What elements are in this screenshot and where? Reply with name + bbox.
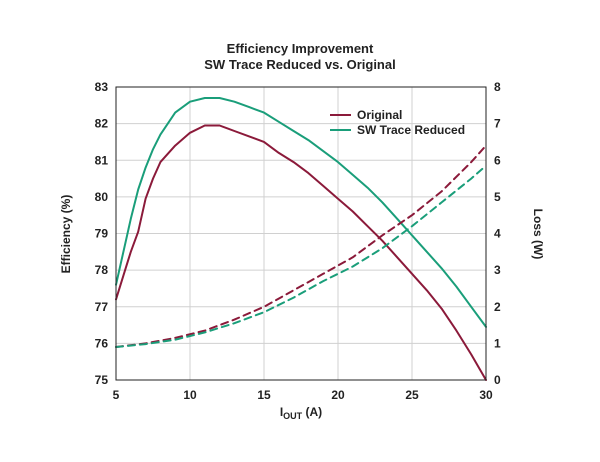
y-right-tick-label-8: 8 <box>494 80 501 94</box>
y-left-tick-label-3: 78 <box>95 263 109 277</box>
y-left-tick-label-7: 82 <box>95 117 109 131</box>
y-right-tick-label-3: 3 <box>494 263 501 277</box>
x-tick-label-5: 30 <box>479 388 493 402</box>
chart-subtitle: SW Trace Reduced vs. Original <box>204 57 395 72</box>
y-left-tick-label-1: 76 <box>95 336 109 350</box>
y-left-tick-label-4: 79 <box>95 227 109 241</box>
x-tick-label-0: 5 <box>113 388 120 402</box>
chart-title: Efficiency Improvement <box>227 41 374 56</box>
x-axis-label-subscript: OUT <box>283 411 303 421</box>
grid-lines <box>116 87 486 380</box>
x-axis-label-main: I <box>280 405 283 419</box>
y-left-axis-label: Efficiency (%) <box>59 195 73 274</box>
x-tick-label-2: 15 <box>257 388 271 402</box>
series-sw-trace-reduced-efficiency <box>115 97 487 328</box>
series-original-loss <box>115 144 487 348</box>
x-tick-label-4: 25 <box>405 388 419 402</box>
y-left-tick-labels: 75 76 77 78 79 80 81 82 83 <box>95 80 109 387</box>
y-right-tick-label-5: 5 <box>494 190 501 204</box>
x-axis-label: IOUT (A) <box>280 405 322 421</box>
y-left-tick-label-5: 80 <box>95 190 109 204</box>
legend-label-sw-trace-reduced: SW Trace Reduced <box>357 123 465 137</box>
y-right-tick-labels: 0 1 2 3 4 5 6 7 8 <box>494 80 501 387</box>
y-left-tick-label-6: 81 <box>95 153 109 167</box>
y-right-tick-label-4: 4 <box>494 227 501 241</box>
series-layer <box>115 97 487 381</box>
legend-label-original: Original <box>357 108 402 122</box>
series-original-efficiency <box>115 124 487 381</box>
y-left-tick-label-0: 75 <box>95 373 109 387</box>
series-sw-trace-reduced-loss <box>115 164 487 348</box>
plot-frame <box>115 86 487 381</box>
y-left-tick-label-8: 83 <box>95 80 109 94</box>
y-right-axis-label: Loss (W) <box>531 209 545 260</box>
y-right-tick-label-0: 0 <box>494 373 501 387</box>
legend: Original SW Trace Reduced <box>330 108 465 137</box>
y-right-tick-label-6: 6 <box>494 153 501 167</box>
y-right-tick-label-1: 1 <box>494 336 501 350</box>
x-tick-label-1: 10 <box>183 388 197 402</box>
y-left-tick-label-2: 77 <box>95 300 109 314</box>
x-tick-labels: 5 10 15 20 25 30 <box>113 388 493 402</box>
y-right-tick-label-7: 7 <box>494 117 501 131</box>
x-axis-label-unit: (A) <box>302 405 322 419</box>
x-tick-label-3: 20 <box>331 388 345 402</box>
y-right-tick-label-2: 2 <box>494 300 501 314</box>
